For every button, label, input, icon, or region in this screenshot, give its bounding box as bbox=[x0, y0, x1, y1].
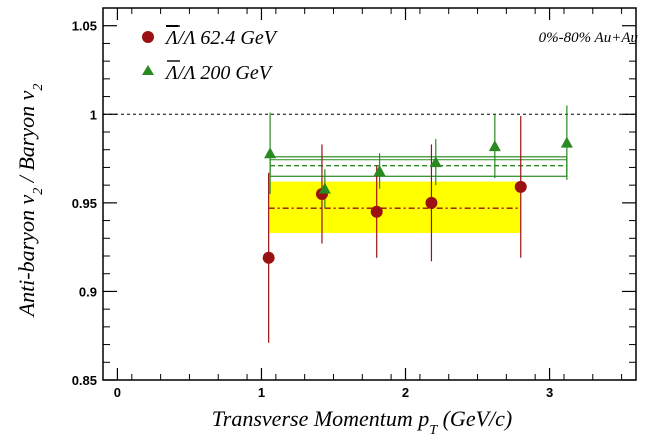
axis-ticks bbox=[102, 7, 636, 381]
y-tick-label: 1 bbox=[90, 107, 97, 122]
data-point-1-4 bbox=[488, 140, 501, 152]
fit-lines bbox=[268, 164, 567, 209]
systematic-bands bbox=[268, 156, 568, 233]
x-tick-label: 3 bbox=[546, 385, 553, 400]
plot-frame bbox=[102, 7, 637, 381]
data-point-0-2 bbox=[370, 205, 383, 218]
x-axis-title: Transverse Momentum pT (GeV/c) bbox=[212, 406, 512, 438]
fit-band-0 bbox=[268, 181, 521, 233]
y-tick-label: 0.9 bbox=[79, 284, 97, 299]
data-point-1-2 bbox=[373, 164, 386, 176]
legend-label-200gev: Λ/Λ 200 GeV bbox=[164, 62, 274, 84]
axis-tick-labels: 0 1 2 3 0.85 0.9 0.95 1 1.05 bbox=[72, 19, 553, 400]
legend-marker-62gev bbox=[142, 31, 154, 43]
data-point-0-4 bbox=[514, 180, 527, 193]
data-point-1-1 bbox=[318, 182, 331, 194]
data-point-1-5 bbox=[560, 136, 573, 148]
data-markers bbox=[262, 136, 573, 264]
data-point-0-3 bbox=[425, 196, 438, 209]
x-tick-label: 0 bbox=[114, 385, 121, 400]
x-tick-label: 1 bbox=[258, 385, 265, 400]
data-point-1-0 bbox=[264, 147, 277, 159]
legend-marker-200gev bbox=[142, 65, 154, 75]
data-point-0-0 bbox=[262, 251, 275, 264]
legend-label-62gev: Λ/Λ 62.4 GeV bbox=[164, 27, 279, 49]
legend: Λ/Λ 62.4 GeV Λ/Λ 200 GeV bbox=[142, 25, 279, 84]
data-point-1-3 bbox=[429, 156, 442, 168]
y-axis-title: Anti-baryon v2 / Baryon v2 bbox=[14, 84, 46, 319]
y-tick-label: 1.05 bbox=[72, 19, 97, 34]
x-tick-label: 2 bbox=[402, 385, 409, 400]
centrality-annotation: 0%-80% Au+Au bbox=[539, 30, 638, 46]
y-tick-label: 0.95 bbox=[72, 196, 97, 211]
y-tick-label: 0.85 bbox=[72, 373, 97, 388]
